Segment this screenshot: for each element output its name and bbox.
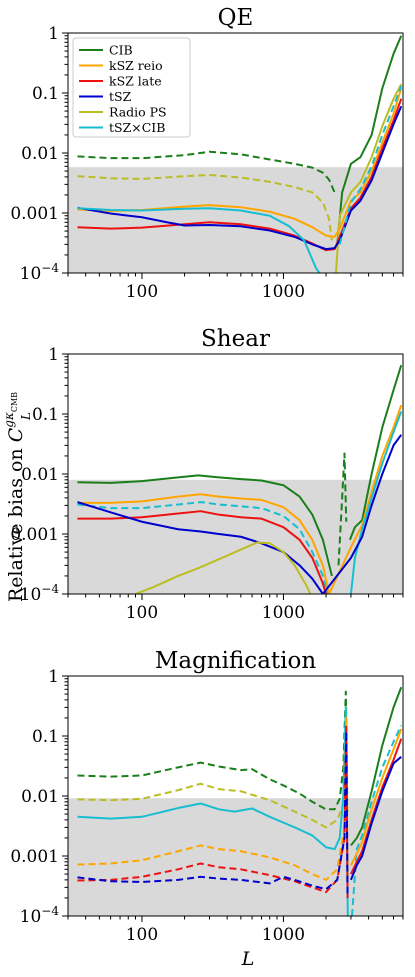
legend-label: Radio PS xyxy=(109,105,167,120)
series-line-cib xyxy=(350,686,403,847)
legend-label: tSZ×CIB xyxy=(109,120,165,135)
series-line-ksz-reio xyxy=(77,87,403,238)
series-line-tsz xyxy=(77,105,403,251)
series-line-tsz xyxy=(77,730,349,898)
series-line-tsz-cib xyxy=(350,725,403,916)
series-line-tsz-cib xyxy=(349,411,403,594)
panel-title: Shear xyxy=(201,326,270,352)
y-tick-label: 10−4 xyxy=(20,904,60,927)
x-axis-label: L xyxy=(241,948,255,970)
panel-title: Magnification xyxy=(155,648,317,674)
x-tick-label: 100 xyxy=(126,603,158,623)
series-line-cib xyxy=(337,452,348,566)
series-line-tsz-cib xyxy=(338,85,403,245)
y-axis-label: Relative bias on CgκCMBL xyxy=(2,392,33,602)
series-line-tsz xyxy=(350,756,402,881)
series-line-ksz-reio xyxy=(77,404,403,594)
y-tick-label: 0.01 xyxy=(21,787,59,807)
y-tick-label: 10−4 xyxy=(20,582,60,605)
series-line-radio-ps xyxy=(135,541,312,594)
x-tick-label: 100 xyxy=(126,282,158,302)
y-tick-label: 1 xyxy=(48,667,59,687)
series-line-radio-ps xyxy=(334,83,403,273)
series-line-cib xyxy=(77,474,333,577)
series-line-radio-ps xyxy=(77,173,333,241)
legend-label: tSZ xyxy=(109,89,132,104)
series-line-ksz-late xyxy=(77,510,327,594)
series-line-ksz-reio xyxy=(77,716,349,888)
legend-label: CIB xyxy=(109,43,133,58)
series-line-tsz-cib xyxy=(77,706,349,916)
y-tick-label: 0.1 xyxy=(32,405,59,425)
series-line-cib xyxy=(336,35,403,245)
series-line-ksz-late xyxy=(350,738,403,875)
x-tick-label: 1000 xyxy=(262,603,305,623)
panel-shear: Shear 100 1000 10−4 0.001 0.01 0.1 1 xyxy=(10,326,404,623)
series-line-ksz-reio xyxy=(350,728,403,866)
x-tick-label: 1000 xyxy=(262,282,305,302)
series-line-tsz-cib xyxy=(77,501,329,594)
series-line-tsz-cib xyxy=(77,207,321,273)
panel-title: QE xyxy=(218,5,254,31)
series-line-cib xyxy=(77,150,336,193)
y-tick-label: 1 xyxy=(48,345,59,365)
series-line-ksz-late xyxy=(77,724,349,898)
y-tick-label: 1 xyxy=(48,24,59,44)
y-tick-label: 0.001 xyxy=(10,847,59,867)
y-tick-label: 0.001 xyxy=(10,525,59,545)
legend-label: kSZ reio xyxy=(109,58,163,73)
y-tick-label: 0.1 xyxy=(32,727,59,747)
series-line-cib xyxy=(77,690,349,811)
panel-magnification: Magnification 100 1000 10−4 0.001 0.01 0.1 1 xyxy=(10,648,404,945)
y-tick-label: 0.01 xyxy=(21,465,59,485)
series-line-tsz xyxy=(77,434,403,594)
legend-label: kSZ late xyxy=(109,74,162,89)
x-tick-label: 100 xyxy=(126,925,158,945)
noise-band xyxy=(68,167,403,273)
y-tick-label: 0.01 xyxy=(21,144,59,164)
y-tick-label: 0.001 xyxy=(10,204,59,224)
series-line-cib xyxy=(348,364,403,541)
y-tick-label: 10−4 xyxy=(20,261,60,284)
x-tick-label: 1000 xyxy=(262,925,305,945)
y-tick-label: 0.1 xyxy=(32,84,59,104)
